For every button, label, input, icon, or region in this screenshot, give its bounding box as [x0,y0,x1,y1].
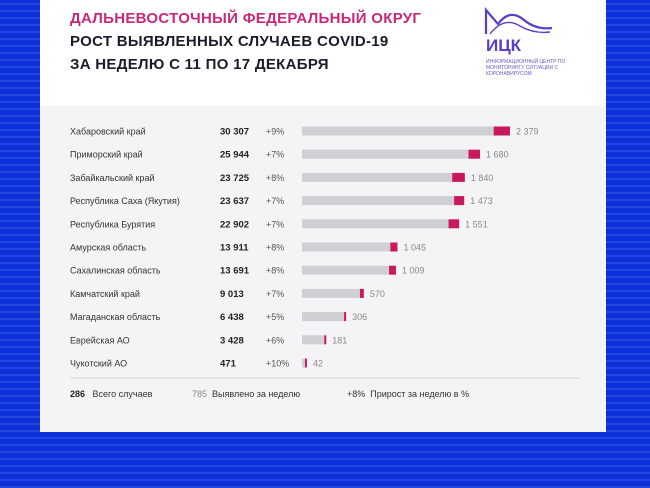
legend-growth-sample: +8% [347,389,366,399]
region-label: Приморский край [70,150,143,160]
legend-weekly-sample: 785 [192,389,208,399]
legend-weekly-text: Выявлено за неделю [212,389,301,399]
bar-weekly-cases [344,312,347,322]
bar-total-cases [302,358,305,368]
region-label: Сахалинская область [70,266,161,276]
weekly-cases-label: 2 379 [516,127,539,137]
total-cases-label: 23 637 [220,196,249,207]
bar-weekly-cases [324,335,327,345]
weekly-cases-label: 42 [313,359,323,369]
title-period: ЗА НЕДЕЛЮ С 11 ПО 17 ДЕКАБРЯ [70,56,329,73]
legend-weekly: 785 Выявлено за неделю [192,389,300,399]
bar-weekly-cases [452,172,465,182]
bar-weekly-cases [304,358,307,368]
bar-total-cases [302,335,325,345]
logo-description: ИНФОРМАЦИОННЫЙ ЦЕНТР ПО МОНИТОРИНГУ СИТУ… [486,59,566,77]
weekly-cases-label: 1 045 [403,243,426,253]
weekly-cases-label: 1 680 [486,150,509,160]
bar-weekly-cases [454,196,465,206]
growth-percent-label: +7% [266,150,284,160]
growth-percent-label: +6% [266,335,284,345]
title-subject: РОСТ ВЫЯВЛЕННЫХ СЛУЧАЕВ COVID-19 [70,33,389,50]
total-cases-label: 23 725 [220,173,250,184]
bar-weekly-cases [493,126,510,136]
bar-total-cases [302,312,345,322]
logo-name: ИЦК [486,36,522,55]
total-cases-label: 30 307 [220,127,249,138]
bar-total-cases [302,219,449,229]
total-cases-label: 25 944 [220,150,250,161]
total-cases-label: 22 902 [220,219,249,230]
weekly-cases-label: 1 840 [471,173,494,183]
weekly-cases-label: 570 [370,289,385,299]
growth-percent-label: +8% [266,243,284,253]
region-label: Хабаровский край [70,127,146,137]
region-label: Камчатский край [70,289,140,299]
bar-weekly-cases [359,288,364,298]
weekly-cases-label: 1 473 [470,196,493,206]
total-cases-label: 13 691 [220,266,250,277]
total-cases-label: 9 013 [220,289,244,300]
bar-total-cases [302,288,360,298]
header: ДАЛЬНЕВОСТОЧНЫЙ ФЕДЕРАЛЬНЫЙ ОКРУГ РОСТ В… [40,0,606,106]
total-cases-label: 471 [220,359,237,370]
title-region: ДАЛЬНЕВОСТОЧНЫЙ ФЕДЕРАЛЬНЫЙ ОКРУГ [70,10,422,27]
logo-wave-icon [484,7,553,35]
total-cases-label: 13 911 [220,243,249,254]
bar-total-cases [302,172,453,182]
legend-growth: +8% Прирост за неделю в % [347,389,469,399]
bar-total-cases [302,196,455,206]
bar-weekly-cases [468,149,481,159]
bar-chart: Хабаровский край 30 307 +9% 2 379 Приморский… [70,126,580,379]
total-cases-label: 3 428 [220,335,244,346]
bar-weekly-cases [448,219,460,229]
weekly-cases-label: 306 [352,312,367,322]
legend-total: 286 Всего случаев [70,389,152,399]
growth-percent-label: +5% [266,312,284,322]
weekly-cases-label: 181 [332,335,347,345]
growth-percent-label: +8% [266,173,284,183]
growth-percent-label: +9% [266,127,284,137]
bar-total-cases [302,242,391,252]
legend-total-text: Всего случаев [92,389,153,399]
growth-percent-label: +7% [266,196,284,206]
logo: ИЦК ИНФОРМАЦИОННЫЙ ЦЕНТР ПО МОНИТОРИНГУ … [484,6,594,96]
bar-total-cases [302,149,469,159]
bar-total-cases [302,126,494,136]
growth-percent-label: +7% [266,219,284,229]
weekly-cases-label: 1 551 [465,219,488,229]
region-label: Республика Саха (Якутия) [70,196,180,206]
total-cases-label: 6 438 [220,312,244,323]
growth-percent-label: +7% [266,289,284,299]
region-label: Амурская область [70,243,146,253]
legend-total-sample: 286 [70,389,86,399]
weekly-cases-label: 1 009 [402,266,425,276]
region-label: Чукотский АО [70,359,127,369]
bar-weekly-cases [390,242,398,252]
region-label: Еврейская АО [70,335,130,345]
growth-percent-label: +8% [266,266,284,276]
region-label: Забайкальский край [70,173,154,183]
growth-percent-label: +10% [266,359,289,369]
bar-weekly-cases [389,265,396,275]
legend-growth-text: Прирост за неделю в % [370,389,470,399]
region-label: Республика Бурятия [70,219,155,229]
bar-total-cases [302,265,390,275]
region-label: Магаданская область [70,312,161,322]
infographic-card: ДАЛЬНЕВОСТОЧНЫЙ ФЕДЕРАЛЬНЫЙ ОКРУГ РОСТ В… [40,0,606,432]
